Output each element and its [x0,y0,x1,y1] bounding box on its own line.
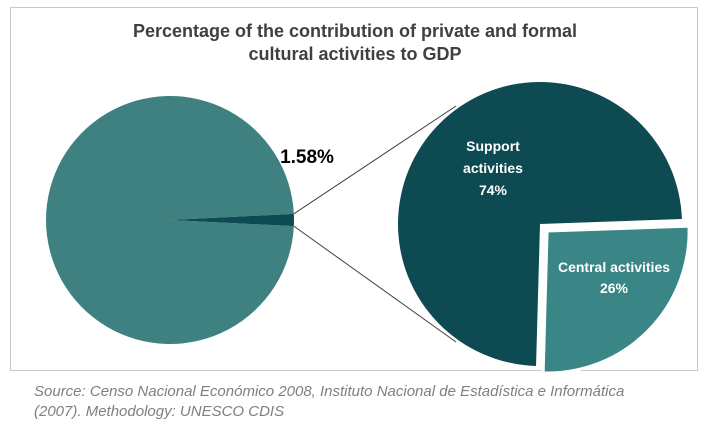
detail-pie-slice-central [541,224,691,375]
connector-line-top [293,105,457,215]
central-label-value: 26% [600,280,629,296]
detail-pie-slice-support [398,82,682,366]
source-line-2: (2007). Methodology: UNESCO CDIS [34,403,285,420]
main-slice-label: 1.58% [280,147,334,168]
chart-title: Percentage of the contribution of privat… [11,20,699,66]
support-label-value: 74% [479,182,508,198]
chart-title-line-2: cultural activities to GDP [248,44,462,64]
main-pie-slice-cultural [170,213,294,227]
source-note: Source: Censo Nacional Económico 2008, I… [34,382,694,422]
main-pie-slice-rest [45,96,294,344]
chart-title-line-1: Percentage of the contribution of privat… [132,21,578,41]
central-label-line-1: Central activities [558,259,670,275]
support-label-line-1: Support [466,138,520,154]
support-label-line-2: activities [463,160,523,176]
source-line-1: Source: Censo Nacional Económico 2008, I… [34,383,625,400]
connector-line-bottom [293,225,457,343]
